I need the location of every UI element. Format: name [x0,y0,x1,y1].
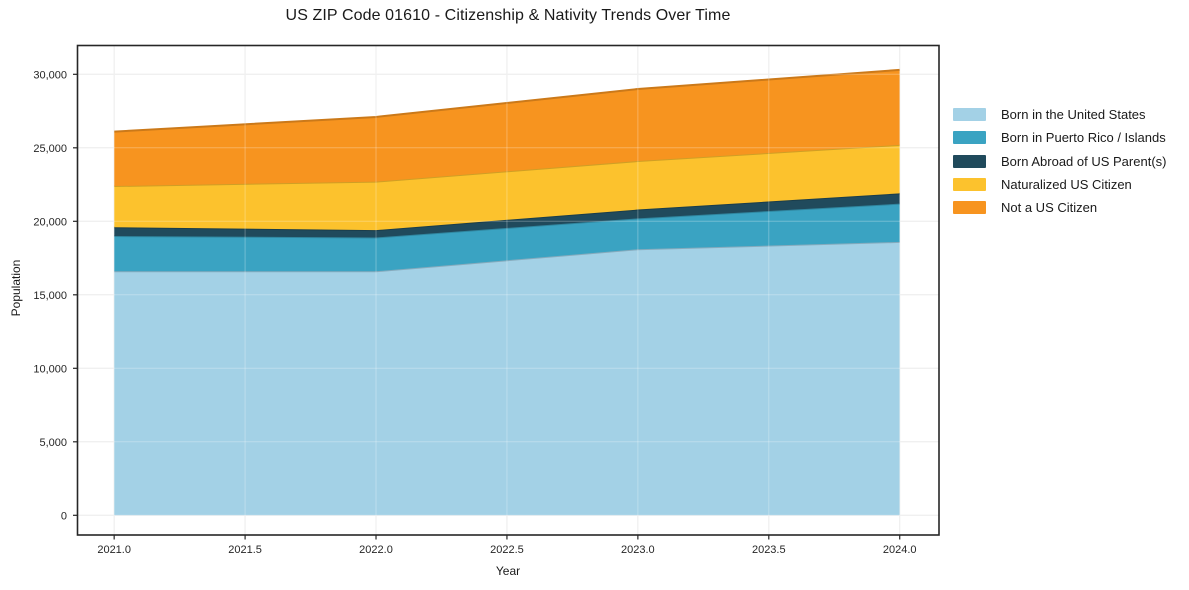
x-tick-label: 2023.0 [621,544,655,556]
area-not-a-us-citizen [114,69,900,187]
y-tick-label: 20,000 [33,216,67,228]
x-tick-label: 2023.5 [752,544,786,556]
y-tick-label: 10,000 [33,363,67,375]
chart-title: US ZIP Code 01610 - Citizenship & Nativi… [285,7,731,24]
legend-label: Not a US Citizen [1001,200,1098,216]
area-born-abroad-of-us-parent-s [114,193,900,238]
y-tick-label: 15,000 [33,290,67,302]
axes-frame [76,44,940,536]
x-tick-label: 2024.0 [883,544,917,556]
area-naturalized-us-citizen [114,144,900,231]
gridlines-overlay [77,45,939,535]
legend-label: Born in Puerto Rico / Islands [1001,130,1166,146]
legend-label: Naturalized US Citizen [1001,177,1132,193]
legend-item-born-abroad-of-us-parent-s: Born Abroad of US Parent(s) [953,150,1166,173]
legend-item-naturalized-us-citizen: Naturalized US Citizen [953,173,1166,196]
x-tick-label: 2022.5 [490,544,524,556]
x-tick-label: 2022.0 [359,544,393,556]
area-born-in-puerto-rico-islands [114,203,900,272]
legend-swatch-icon [953,131,986,145]
x-tick-label: 2021.5 [228,544,262,556]
legend: Born in the United States Born in Puerto … [953,103,1166,219]
legend-label: Born Abroad of US Parent(s) [1001,153,1167,169]
legend-item-born-in-the-united-states: Born in the United States [953,103,1166,126]
legend-item-not-a-us-citizen: Not a US Citizen [953,196,1166,219]
legend-swatch-icon [953,154,986,168]
y-tick-label: 30,000 [33,69,67,81]
y-tick-label: 0 [61,510,67,522]
legend-swatch-icon [953,178,986,192]
x-tick-label: 2021.0 [97,544,131,556]
y-tick-label: 25,000 [33,143,67,155]
area-edge-not-a-us-citizen [114,68,900,133]
legend-label: Born in the United States [1001,107,1146,123]
legend-swatch-icon [953,201,986,215]
legend-swatch-icon [953,108,986,122]
x-axis-label: Year [495,564,521,578]
legend-item-born-in-puerto-rico-islands: Born in Puerto Rico / Islands [953,126,1166,149]
tick-marks [73,73,901,540]
area-born-in-the-united-states [114,241,900,516]
y-tick-label: 5,000 [39,437,67,449]
